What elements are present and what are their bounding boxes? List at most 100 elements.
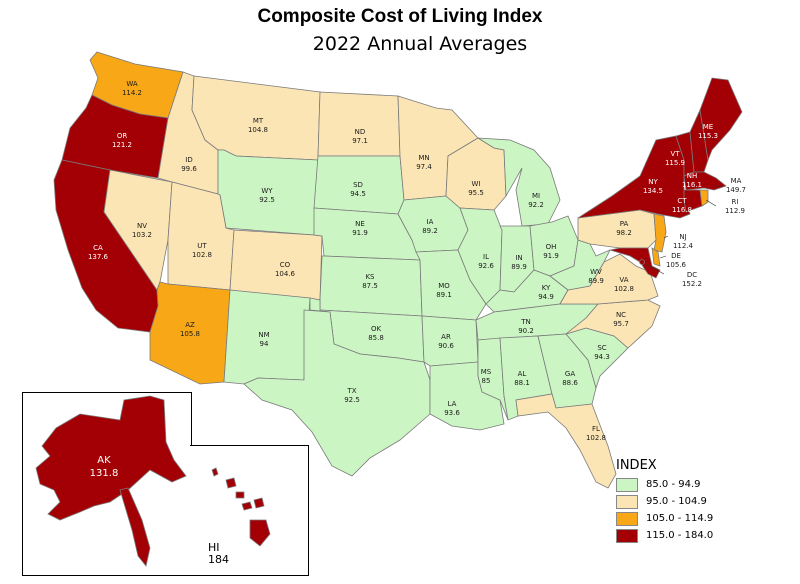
legend-label: 115.0 - 184.0 bbox=[646, 530, 714, 541]
map-subtitle: 2022 Annual Averages bbox=[312, 33, 528, 55]
state-value-RI: 112.9 bbox=[725, 207, 745, 215]
state-ND[interactable] bbox=[317, 91, 401, 157]
state-label-AR: AR bbox=[441, 333, 451, 341]
state-label-VT: VT bbox=[670, 150, 680, 158]
state-value-WI: 95.5 bbox=[468, 189, 484, 197]
state-label-NJ: NJ bbox=[679, 233, 686, 241]
state-value-FL: 102.8 bbox=[586, 434, 606, 442]
state-value-NH: 116.1 bbox=[682, 181, 702, 189]
state-label-MS: MS bbox=[481, 368, 492, 376]
state-HI[interactable] bbox=[211, 467, 271, 547]
state-TX[interactable] bbox=[243, 309, 431, 477]
state-value-SC: 94.3 bbox=[594, 353, 610, 361]
state-DE[interactable] bbox=[651, 247, 661, 267]
state-value-WY: 92.5 bbox=[259, 196, 275, 204]
state-value-GA: 88.6 bbox=[562, 379, 578, 387]
state-value-MI: 92.2 bbox=[528, 201, 544, 209]
state-value-NJ: 112.4 bbox=[673, 242, 694, 250]
state-label-WY: WY bbox=[261, 187, 273, 195]
state-label-RI: RI bbox=[732, 198, 739, 206]
state-label-IA: IA bbox=[427, 218, 434, 226]
state-label-CO: CO bbox=[280, 261, 291, 269]
state-value-NC: 95.7 bbox=[613, 320, 629, 328]
state-label-NH: NH bbox=[687, 172, 698, 180]
state-label-OK: OK bbox=[371, 325, 382, 333]
state-value-MT: 104.8 bbox=[248, 126, 268, 134]
state-label-MN: MN bbox=[418, 154, 429, 162]
state-value-TX: 92.5 bbox=[344, 396, 360, 404]
state-label-NE: NE bbox=[355, 220, 365, 228]
legend: INDEX 85.0 - 94.9 95.0 - 104.9 105.0 - 1… bbox=[616, 458, 766, 544]
state-value-CA: 137.6 bbox=[88, 253, 109, 261]
state-label-UT: UT bbox=[197, 242, 207, 250]
state-label-VA: VA bbox=[619, 276, 628, 284]
state-RI[interactable] bbox=[699, 189, 709, 207]
state-label-SC: SC bbox=[597, 344, 606, 352]
state-value-MO: 89.1 bbox=[436, 291, 452, 299]
state-value-SD: 94.5 bbox=[350, 190, 366, 198]
state-label-IN: IN bbox=[515, 254, 522, 262]
state-label-NC: NC bbox=[616, 311, 626, 319]
state-value-ME: 115.3 bbox=[698, 132, 718, 140]
state-value-AR: 90.6 bbox=[438, 342, 454, 350]
state-label-WV: WV bbox=[590, 268, 602, 276]
state-label-IL: IL bbox=[483, 253, 489, 261]
state-value-ID: 99.6 bbox=[181, 165, 197, 173]
state-label-ND: ND bbox=[355, 128, 366, 136]
state-CT[interactable] bbox=[683, 189, 703, 213]
state-value-MD: 124 bbox=[660, 289, 674, 297]
state-label-AL: AL bbox=[518, 370, 527, 378]
state-value-CO: 104.6 bbox=[275, 270, 296, 278]
state-label-GA: GA bbox=[565, 370, 575, 378]
state-value-VA: 102.8 bbox=[614, 285, 634, 293]
state-FL[interactable] bbox=[515, 393, 617, 489]
state-value-MS: 85 bbox=[482, 377, 491, 385]
state-value-KS: 87.5 bbox=[362, 282, 378, 290]
state-AK[interactable] bbox=[35, 395, 187, 521]
state-value-OK: 85.8 bbox=[368, 334, 384, 342]
state-value-NM: 94 bbox=[260, 340, 269, 348]
state-value-MN: 97.4 bbox=[416, 163, 432, 171]
state-NJ[interactable] bbox=[653, 213, 667, 253]
state-label-OH: OH bbox=[546, 243, 557, 251]
state-label-AZ: AZ bbox=[185, 321, 195, 329]
state-value-WV: 89.9 bbox=[588, 277, 604, 285]
state-label-TN: TN bbox=[520, 318, 531, 326]
hi-abbrev: HI bbox=[208, 541, 220, 554]
state-MD[interactable] bbox=[609, 247, 661, 279]
legend-swatch bbox=[616, 477, 638, 492]
state-label-WA: WA bbox=[126, 80, 138, 88]
state-label-SD: SD bbox=[353, 181, 363, 189]
state-NH[interactable] bbox=[689, 108, 709, 173]
state-labels: WA114.2OR121.2CA137.6NV103.2ID99.6MT104.… bbox=[88, 80, 746, 479]
state-ME[interactable] bbox=[699, 77, 743, 162]
state-MA[interactable] bbox=[683, 171, 727, 191]
state-label-LA: LA bbox=[448, 400, 457, 408]
state-label-KY: KY bbox=[542, 284, 551, 292]
state-value-CT: 116.8 bbox=[672, 206, 692, 214]
hi-value: 184 bbox=[208, 553, 229, 566]
state-value-PA: 98.2 bbox=[616, 229, 632, 237]
state-AK-panhandle bbox=[119, 487, 151, 567]
state-OR[interactable] bbox=[61, 94, 169, 179]
state-value-NE: 91.9 bbox=[352, 229, 368, 237]
state-label-NY: NY bbox=[648, 178, 658, 186]
callout-lines bbox=[645, 185, 722, 275]
state-value-UT: 102.8 bbox=[192, 251, 212, 259]
state-value-MA: 149.7 bbox=[726, 186, 746, 194]
state-label-AK: AK bbox=[97, 455, 111, 466]
state-label-CT: CT bbox=[677, 197, 687, 205]
state-CO[interactable] bbox=[229, 229, 323, 301]
state-value-WA: 114.2 bbox=[122, 89, 142, 97]
state-label-DE: DE bbox=[671, 252, 681, 260]
state-label-FL: FL bbox=[592, 425, 600, 433]
state-label-ID: ID bbox=[185, 156, 192, 164]
state-WV[interactable] bbox=[549, 239, 611, 291]
state-AR[interactable] bbox=[421, 315, 479, 367]
state-DC[interactable] bbox=[639, 259, 645, 265]
state-label-PA: PA bbox=[620, 220, 629, 228]
map-title: Composite Cost of Living Index bbox=[257, 6, 543, 27]
legend-swatch bbox=[616, 494, 638, 509]
state-value-AK: 131.8 bbox=[90, 468, 119, 479]
